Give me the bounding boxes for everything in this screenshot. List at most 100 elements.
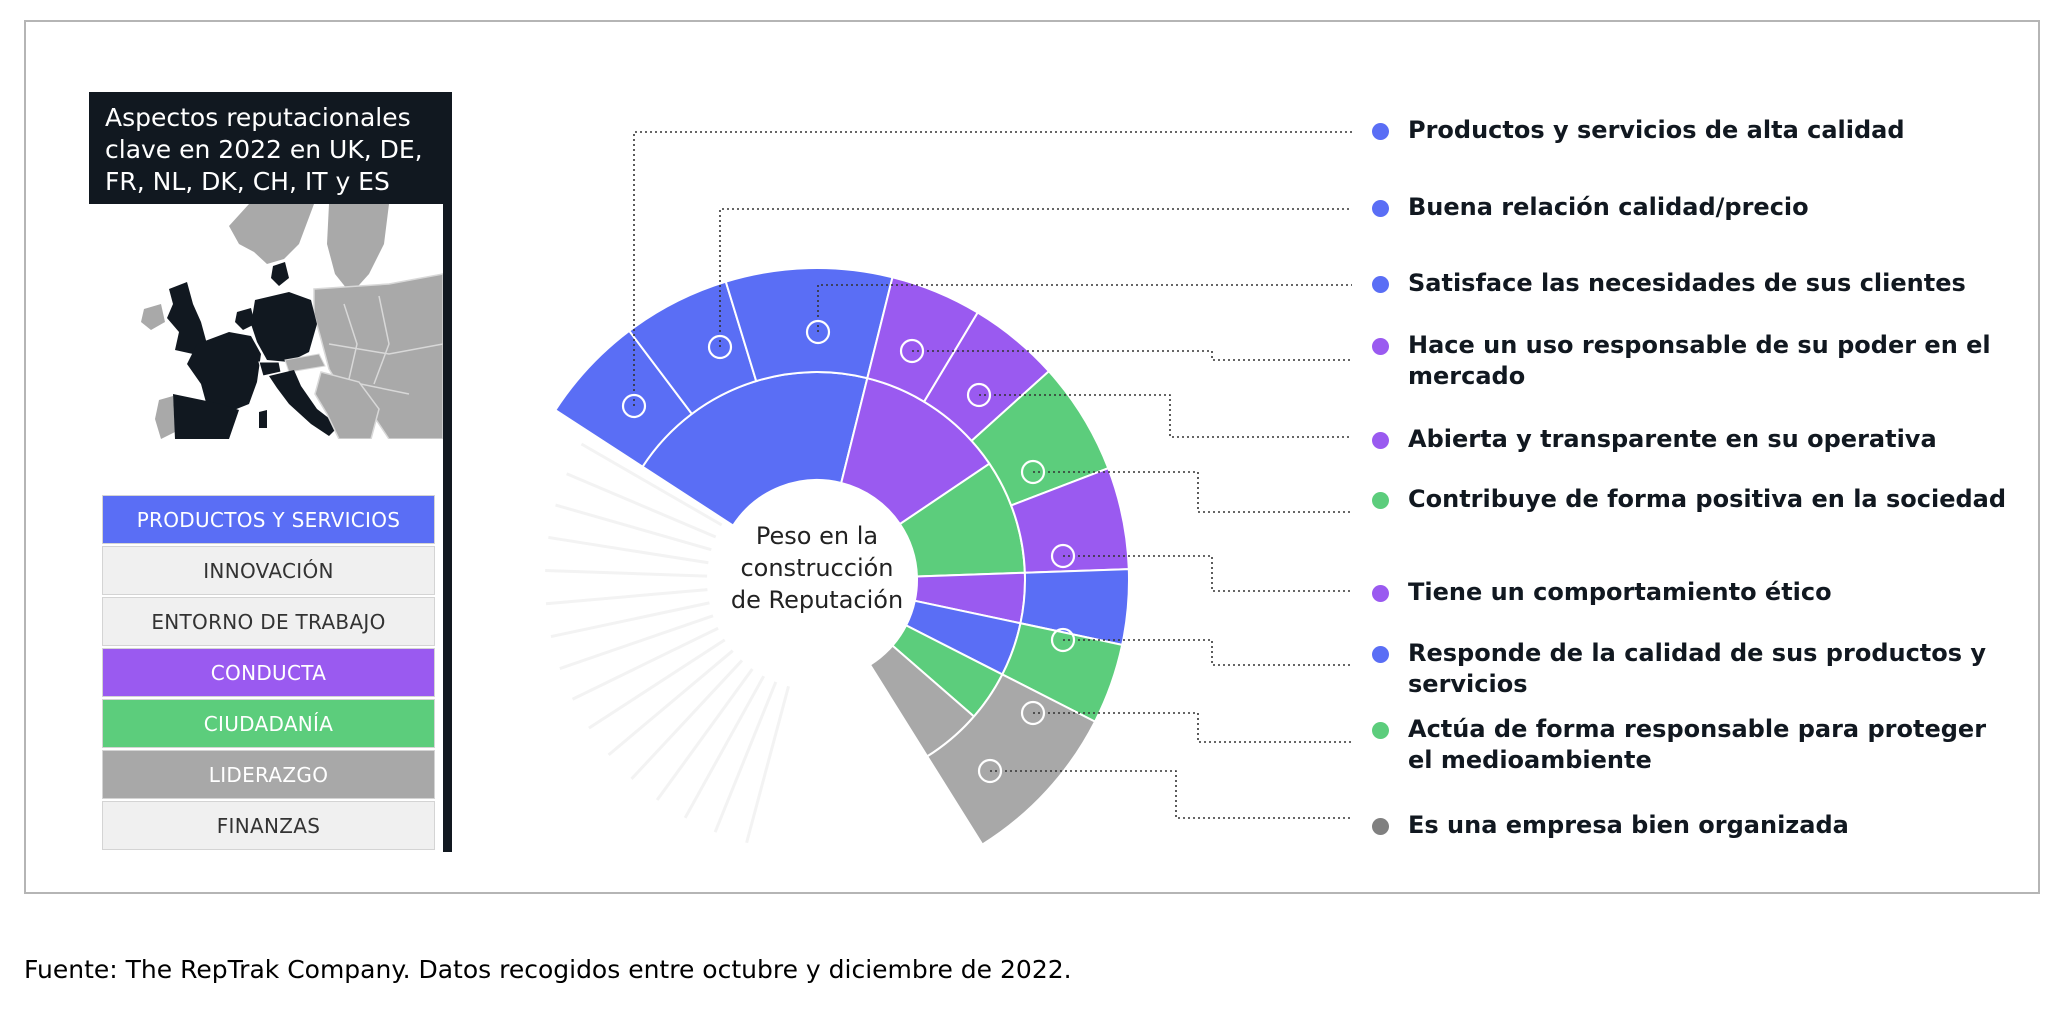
category-2: ENTORNO DE TRABAJO	[102, 597, 435, 646]
attribute-dot	[1372, 200, 1389, 217]
inner-ring	[641, 371, 1026, 758]
segment-marker-1	[707, 334, 733, 360]
segment-marker-8	[1020, 700, 1046, 726]
faint-ray	[580, 442, 723, 527]
attribute-label: Contribuye de forma positiva en la socie…	[1408, 485, 2007, 513]
leader-line-7	[1063, 639, 1352, 666]
attribute-item-1: Buena relación calidad/precio	[1372, 192, 2012, 223]
faint-ray	[545, 588, 708, 606]
attribute-dot	[1372, 722, 1389, 739]
attribute-dot	[1372, 492, 1389, 509]
faint-ray	[566, 472, 717, 539]
attribute-item-3: Hace un uso responsable de su poder en e…	[1372, 330, 2012, 392]
segment-marker-2	[805, 319, 831, 345]
faint-ray	[607, 649, 734, 756]
attribute-label: Actúa de forma responsable para proteger…	[1408, 715, 1987, 774]
attribute-dot	[1372, 432, 1389, 449]
segment-markers	[621, 319, 1076, 784]
attribute-dot	[1372, 646, 1389, 663]
leader-line-8	[1033, 712, 1352, 743]
category-5: LIDERAZGO	[102, 750, 435, 799]
faint-ray	[559, 614, 714, 670]
figure-frame	[24, 20, 2040, 894]
attribute-dot	[1372, 338, 1389, 355]
faint-rays	[545, 442, 790, 844]
leader-line-2	[817, 284, 1352, 332]
outer-ring	[553, 267, 1130, 846]
map-italy	[269, 370, 339, 436]
map-switzerland	[258, 361, 282, 377]
category-6: FINANZAS	[102, 801, 435, 850]
faint-ray	[545, 569, 708, 578]
attribute-item-2: Satisface las necesidades de sus cliente…	[1372, 268, 2012, 299]
leader-line-5	[1033, 471, 1352, 513]
attribute-item-7: Responde de la calidad de sus productos …	[1372, 638, 2012, 700]
source-note: Fuente: The RepTrak Company. Datos recog…	[24, 955, 1072, 984]
europe-map	[89, 204, 443, 439]
map-denmark	[271, 262, 289, 286]
faint-ray	[655, 668, 754, 801]
faint-ray	[745, 685, 790, 844]
leader-line-0	[633, 131, 1352, 406]
leader-line-6	[1063, 555, 1352, 592]
map-finland-baltics	[327, 204, 389, 294]
attribute-item-8: Actúa de forma responsable para proteger…	[1372, 714, 2012, 776]
leader-line-4	[979, 394, 1352, 438]
panel-title-box: Aspectos reputacionales clave en 2022 en…	[89, 92, 452, 204]
faint-ray	[571, 626, 719, 701]
attribute-label: Satisface las necesidades de sus cliente…	[1408, 269, 1966, 297]
attribute-item-4: Abierta y transparente en su operativa	[1372, 424, 2012, 455]
leader-lines	[633, 131, 1352, 819]
segment-marker-0	[621, 393, 647, 419]
map-spain	[173, 394, 239, 439]
leader-line-9	[990, 770, 1352, 819]
attribute-label: Tiene un comportamiento ético	[1408, 578, 1832, 606]
attribute-item-6: Tiene un comportamiento ético	[1372, 577, 2012, 608]
segment-marker-5	[1020, 459, 1046, 485]
category-3: CONDUCTA	[102, 648, 435, 697]
attribute-label: Es una empresa bien organizada	[1408, 811, 1849, 839]
attribute-label: Buena relación calidad/precio	[1408, 193, 1809, 221]
outer-segment-9	[925, 673, 1097, 846]
map-uk	[167, 282, 207, 354]
category-4: CIUDADANÍA	[102, 699, 435, 748]
map-sardinia	[259, 410, 267, 428]
attribute-dot	[1372, 818, 1389, 835]
segment-marker-7	[1050, 627, 1076, 653]
map-france	[187, 332, 261, 412]
faint-ray	[713, 681, 778, 833]
faint-ray	[588, 638, 726, 730]
center-label: Peso en la construcción de Reputación	[730, 522, 904, 614]
leader-line-1	[719, 208, 1352, 347]
attribute-label: Responde de la calidad de sus productos …	[1408, 639, 1987, 698]
category-0: PRODUCTOS Y SERVICIOS	[102, 495, 435, 544]
segment-marker-6	[1050, 543, 1076, 569]
attribute-label: Hace un uso responsable de su poder en e…	[1408, 331, 1991, 390]
map-netherlands	[235, 308, 255, 330]
attribute-item-9: Es una empresa bien organizada	[1372, 810, 2012, 841]
attribute-label: Productos y servicios de alta calidad	[1408, 116, 1905, 144]
side-panel: Aspectos reputacionales clave en 2022 en…	[89, 92, 452, 852]
attribute-dot	[1372, 276, 1389, 293]
faint-ray	[683, 675, 765, 819]
panel-rail	[443, 204, 452, 852]
attribute-dot	[1372, 585, 1389, 602]
segment-marker-4	[966, 382, 992, 408]
segment-marker-9	[977, 758, 1003, 784]
panel-title: Aspectos reputacionales clave en 2022 en…	[105, 103, 423, 196]
faint-ray	[630, 659, 744, 780]
map-portugal	[155, 396, 175, 439]
map-norway-sweden	[229, 204, 314, 264]
category-legend: PRODUCTOS Y SERVICIOS INNOVACIÓN ENTORNO D…	[102, 495, 435, 852]
attribute-label: Abierta y transparente en su operativa	[1408, 425, 1937, 453]
map-ireland	[141, 304, 165, 330]
attribute-item-5: Contribuye de forma positiva en la socie…	[1372, 484, 2012, 515]
faint-ray	[550, 601, 710, 639]
map-east-borders	[328, 295, 443, 395]
leader-line-3	[912, 350, 1352, 361]
attribute-dot	[1372, 123, 1389, 140]
segment-marker-3	[899, 338, 925, 364]
map-germany	[251, 292, 317, 362]
attribute-item-0: Productos y servicios de alta calidad	[1372, 115, 2012, 146]
